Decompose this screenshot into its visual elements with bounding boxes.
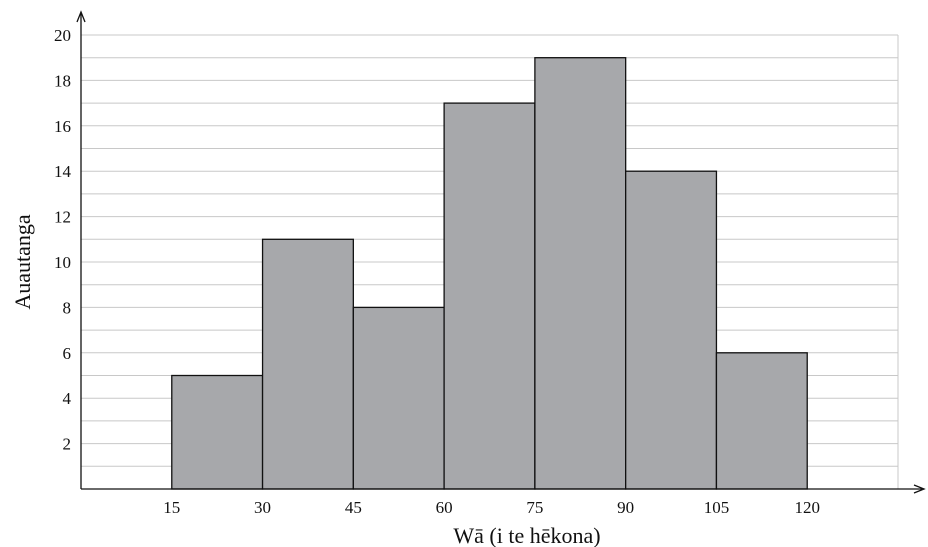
histogram-bar (715, 352, 808, 490)
x-tick-labels: 15 30 45 60 75 90 105 120 (163, 498, 820, 517)
x-tick-label: 30 (254, 498, 271, 517)
x-tick-label: 90 (617, 498, 634, 517)
x-tick-label: 15 (163, 498, 180, 517)
y-tick-label: 12 (54, 208, 71, 227)
bars (171, 57, 808, 490)
y-tick-label: 4 (63, 389, 72, 408)
y-tick-label: 2 (63, 435, 72, 454)
x-tick-label: 120 (794, 498, 820, 517)
y-tick-label: 8 (63, 298, 72, 317)
y-tick-label: 20 (54, 26, 71, 45)
histogram-bar (171, 374, 264, 490)
histogram-bar (625, 170, 718, 490)
axes (76, 10, 926, 494)
y-tick-label: 16 (54, 117, 71, 136)
histogram-bar (352, 306, 445, 490)
histogram-bar (443, 102, 536, 490)
y-tick-labels: 2 4 6 8 10 12 14 16 18 20 (54, 26, 72, 454)
y-axis-arrow (76, 10, 86, 23)
x-tick-label: 45 (345, 498, 362, 517)
y-tick-label: 14 (54, 162, 72, 181)
x-tick-label: 75 (526, 498, 543, 517)
x-tick-label: 105 (704, 498, 730, 517)
y-tick-label: 6 (63, 344, 72, 363)
y-tick-label: 18 (54, 71, 71, 90)
x-axis-label: Wā (i te hēkona) (453, 523, 600, 547)
x-axis-arrow (913, 484, 926, 494)
histogram-bar (534, 57, 627, 490)
y-axis-label: Auautanga (10, 214, 35, 310)
histogram-bar (261, 238, 354, 490)
x-tick-label: 60 (436, 498, 453, 517)
y-tick-label: 10 (54, 253, 71, 272)
